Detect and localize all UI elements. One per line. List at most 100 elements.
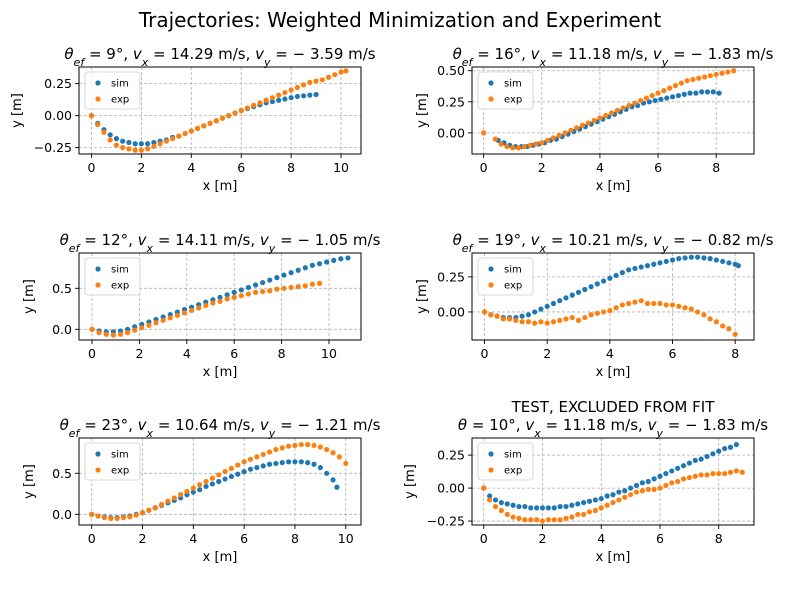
- point-sim: [217, 294, 223, 300]
- point-exp: [557, 317, 563, 323]
- point-exp: [525, 319, 532, 325]
- title-part: = 14.11 m/s,: [153, 231, 260, 249]
- point-exp: [124, 330, 131, 336]
- point-exp: [579, 122, 586, 129]
- point-exp: [146, 507, 152, 513]
- point-sim: [145, 141, 151, 147]
- x-tick-label: 6: [230, 346, 238, 361]
- point-sim: [288, 95, 294, 101]
- point-exp: [282, 89, 288, 96]
- point-exp: [139, 510, 146, 516]
- point-exp: [614, 107, 620, 114]
- point-sim: [639, 480, 645, 486]
- point-sim: [126, 139, 132, 146]
- point-sim: [267, 277, 273, 283]
- point-exp: [167, 315, 173, 321]
- point-exp: [332, 72, 338, 78]
- point-sim: [209, 481, 215, 487]
- title-part: x: [146, 427, 154, 440]
- point-sim: [626, 267, 632, 273]
- x-tick-label: 2: [538, 160, 546, 175]
- legend-label-exp: exp: [504, 281, 522, 292]
- point-sim: [622, 488, 628, 494]
- y-tick-label: 0.00: [437, 304, 465, 319]
- point-exp: [110, 332, 116, 338]
- x-tick-label: 6: [237, 160, 245, 175]
- title-part: = 10.21 m/s,: [546, 231, 653, 249]
- point-exp: [222, 469, 228, 475]
- title-part: x: [539, 56, 547, 69]
- point-sim: [604, 493, 610, 499]
- title-part: θ: [458, 416, 467, 434]
- point-sim: [197, 487, 203, 493]
- point-sim: [716, 448, 722, 454]
- point-sim: [224, 292, 230, 298]
- point-sim: [301, 93, 307, 99]
- point-sim: [298, 459, 304, 465]
- point-sim: [525, 312, 532, 318]
- point-exp: [657, 300, 663, 307]
- legend-marker-exp: [488, 282, 494, 288]
- point-sim: [305, 460, 311, 466]
- point-exp: [720, 323, 726, 329]
- point-sim: [633, 482, 640, 489]
- point-sim: [538, 306, 544, 312]
- point-exp: [655, 90, 661, 96]
- title-part: x: [533, 427, 541, 440]
- y-axis-label: y [m]: [415, 279, 430, 314]
- point-exp: [210, 300, 216, 306]
- x-tick-label: 8: [287, 160, 295, 175]
- point-sim: [582, 286, 588, 293]
- point-sim: [663, 258, 669, 265]
- title-part: ef: [462, 242, 475, 255]
- point-exp: [178, 492, 184, 498]
- point-exp: [688, 306, 694, 312]
- point-sim: [557, 298, 563, 304]
- legend: sim exp: [84, 257, 141, 296]
- point-sim: [676, 256, 682, 262]
- point-exp: [216, 472, 222, 478]
- point-exp: [727, 469, 734, 475]
- point-exp: [319, 77, 325, 83]
- point-exp: [639, 488, 645, 494]
- point-exp: [252, 289, 259, 295]
- point-sim: [317, 464, 323, 471]
- point-exp: [586, 509, 593, 515]
- title-part: x: [146, 242, 154, 255]
- point-sim: [231, 289, 237, 295]
- title-part: x: [539, 242, 547, 255]
- x-tick-label: 8: [291, 531, 299, 546]
- point-sim: [307, 92, 313, 98]
- point-sim: [657, 260, 663, 266]
- point-exp: [607, 307, 613, 314]
- point-sim: [735, 263, 741, 269]
- point-exp: [247, 456, 254, 462]
- legend: sim exp: [477, 257, 534, 296]
- point-sim: [132, 141, 138, 147]
- point-exp: [488, 312, 494, 318]
- point-sim: [273, 460, 279, 467]
- point-exp: [194, 125, 201, 132]
- point-exp: [492, 503, 499, 510]
- point-exp: [582, 314, 588, 321]
- title-part: y: [661, 242, 669, 255]
- point-exp: [184, 488, 190, 494]
- point-exp: [260, 288, 266, 295]
- point-exp: [288, 87, 294, 93]
- point-sim: [688, 254, 694, 260]
- title-part: v: [138, 231, 148, 249]
- point-exp: [279, 445, 285, 451]
- point-exp: [716, 470, 722, 477]
- point-sim: [720, 258, 726, 265]
- point-sim: [569, 502, 575, 508]
- y-tick-label: 0.25: [437, 94, 465, 109]
- point-sim: [557, 503, 563, 510]
- point-exp: [620, 105, 626, 111]
- y-tick-label: 0.5: [52, 281, 72, 296]
- title-part: y: [268, 427, 276, 440]
- point-exp: [663, 302, 669, 308]
- point-exp: [343, 68, 349, 74]
- title-part: ef: [74, 56, 87, 69]
- point-exp: [336, 454, 343, 460]
- point-exp: [733, 468, 739, 474]
